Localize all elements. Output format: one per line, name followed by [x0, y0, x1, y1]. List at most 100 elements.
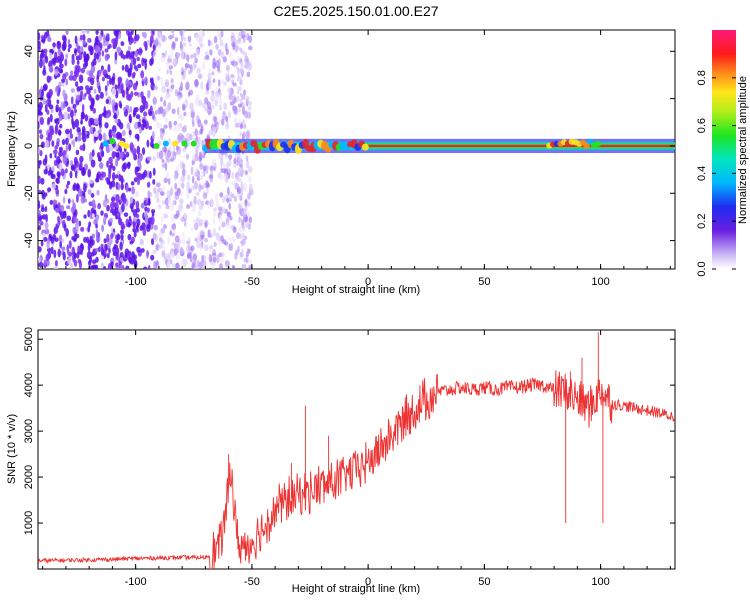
noise-speckle [143, 40, 148, 48]
ridge-blob [181, 140, 188, 147]
noise-speckle [171, 232, 175, 237]
noise-speckle [40, 177, 45, 185]
noise-speckle [201, 254, 204, 263]
noise-speckle [54, 51, 58, 60]
noise-speckle [108, 43, 112, 49]
noise-speckle [119, 257, 124, 263]
noise-speckle [79, 46, 84, 53]
noise-speckle [58, 81, 62, 87]
noise-speckle [63, 223, 67, 232]
noise-speckle [148, 170, 152, 179]
noise-speckle [106, 113, 110, 119]
noise-speckle [132, 216, 137, 222]
noise-speckle [64, 168, 68, 174]
noise-speckle [209, 176, 213, 183]
noise-speckle [193, 63, 198, 69]
noise-speckle [185, 153, 189, 160]
noise-speckle [195, 34, 200, 41]
noise-speckle [176, 123, 181, 132]
noise-speckle [164, 117, 169, 123]
noise-speckle [40, 141, 46, 149]
noise-speckle [171, 42, 176, 51]
noise-speckle [195, 217, 201, 225]
noise-speckle [76, 86, 81, 92]
noise-speckle [57, 215, 60, 223]
noise-speckle [111, 172, 116, 181]
noise-speckle [139, 238, 144, 246]
noise-speckle [118, 173, 122, 182]
noise-speckle [227, 186, 230, 196]
noise-speckle [38, 216, 42, 221]
noise-speckle [57, 48, 62, 56]
y-tick-label: 0 [23, 143, 35, 149]
ridge-blob [172, 140, 179, 147]
noise-speckle [239, 235, 242, 240]
noise-speckle [219, 213, 222, 219]
noise-speckle [151, 209, 156, 214]
noise-speckle [146, 156, 152, 161]
noise-speckle [194, 237, 199, 242]
noise-speckle [232, 59, 236, 68]
noise-speckle [135, 67, 139, 72]
noise-speckle [182, 163, 186, 170]
noise-speckle [136, 246, 141, 253]
ridge-blob [594, 140, 602, 147]
noise-speckle [67, 39, 71, 45]
noise-speckle [184, 220, 187, 227]
noise-speckle [242, 30, 246, 36]
noise-speckle [75, 193, 79, 203]
noise-speckle [68, 75, 74, 81]
noise-speckle [248, 101, 253, 106]
noise-speckle [221, 52, 225, 58]
noise-speckle [75, 136, 78, 142]
noise-speckle [77, 245, 81, 254]
noise-speckle [56, 141, 60, 147]
noise-speckle [58, 146, 64, 153]
noise-speckle [241, 252, 244, 257]
noise-speckle [237, 173, 240, 178]
noise-speckle [192, 130, 196, 137]
noise-speckle [55, 85, 60, 92]
noise-speckle [162, 111, 166, 118]
noise-speckle [113, 244, 117, 250]
noise-speckle [130, 51, 135, 59]
noise-speckle [165, 155, 168, 161]
noise-speckle [53, 149, 58, 155]
noise-speckle [190, 245, 195, 252]
noise-speckle [240, 170, 243, 175]
noise-speckle [231, 95, 237, 104]
noise-speckle [190, 64, 193, 73]
noise-speckle [203, 192, 208, 197]
noise-speckle [185, 257, 189, 265]
noise-speckle [46, 98, 52, 107]
noise-speckle [170, 186, 173, 196]
noise-speckle [173, 172, 177, 181]
noise-speckle [82, 191, 86, 197]
noise-speckle [174, 37, 179, 42]
noise-speckle [151, 30, 155, 36]
noise-speckle [171, 250, 175, 259]
noise-speckle [218, 57, 221, 67]
noise-speckle [160, 216, 164, 223]
noise-speckle [169, 157, 175, 162]
noise-speckle [86, 30, 90, 34]
noise-speckle [114, 118, 119, 124]
noise-speckle [151, 110, 155, 120]
noise-speckle [239, 79, 243, 86]
noise-speckle [239, 76, 242, 81]
noise-speckle [67, 251, 73, 257]
noise-speckle [160, 227, 166, 234]
noise-speckle [116, 46, 122, 54]
colorbar-gradient [712, 30, 736, 269]
noise-speckle [74, 35, 78, 45]
noise-speckle [44, 228, 50, 235]
spectrogram-marks [38, 30, 675, 269]
noise-speckle [92, 107, 97, 114]
noise-speckle [125, 184, 129, 193]
noise-speckle [186, 204, 190, 210]
noise-speckle [154, 110, 158, 115]
noise-speckle [161, 85, 166, 93]
noise-speckle [115, 238, 119, 244]
noise-speckle [239, 240, 243, 245]
noise-speckle [217, 94, 221, 101]
